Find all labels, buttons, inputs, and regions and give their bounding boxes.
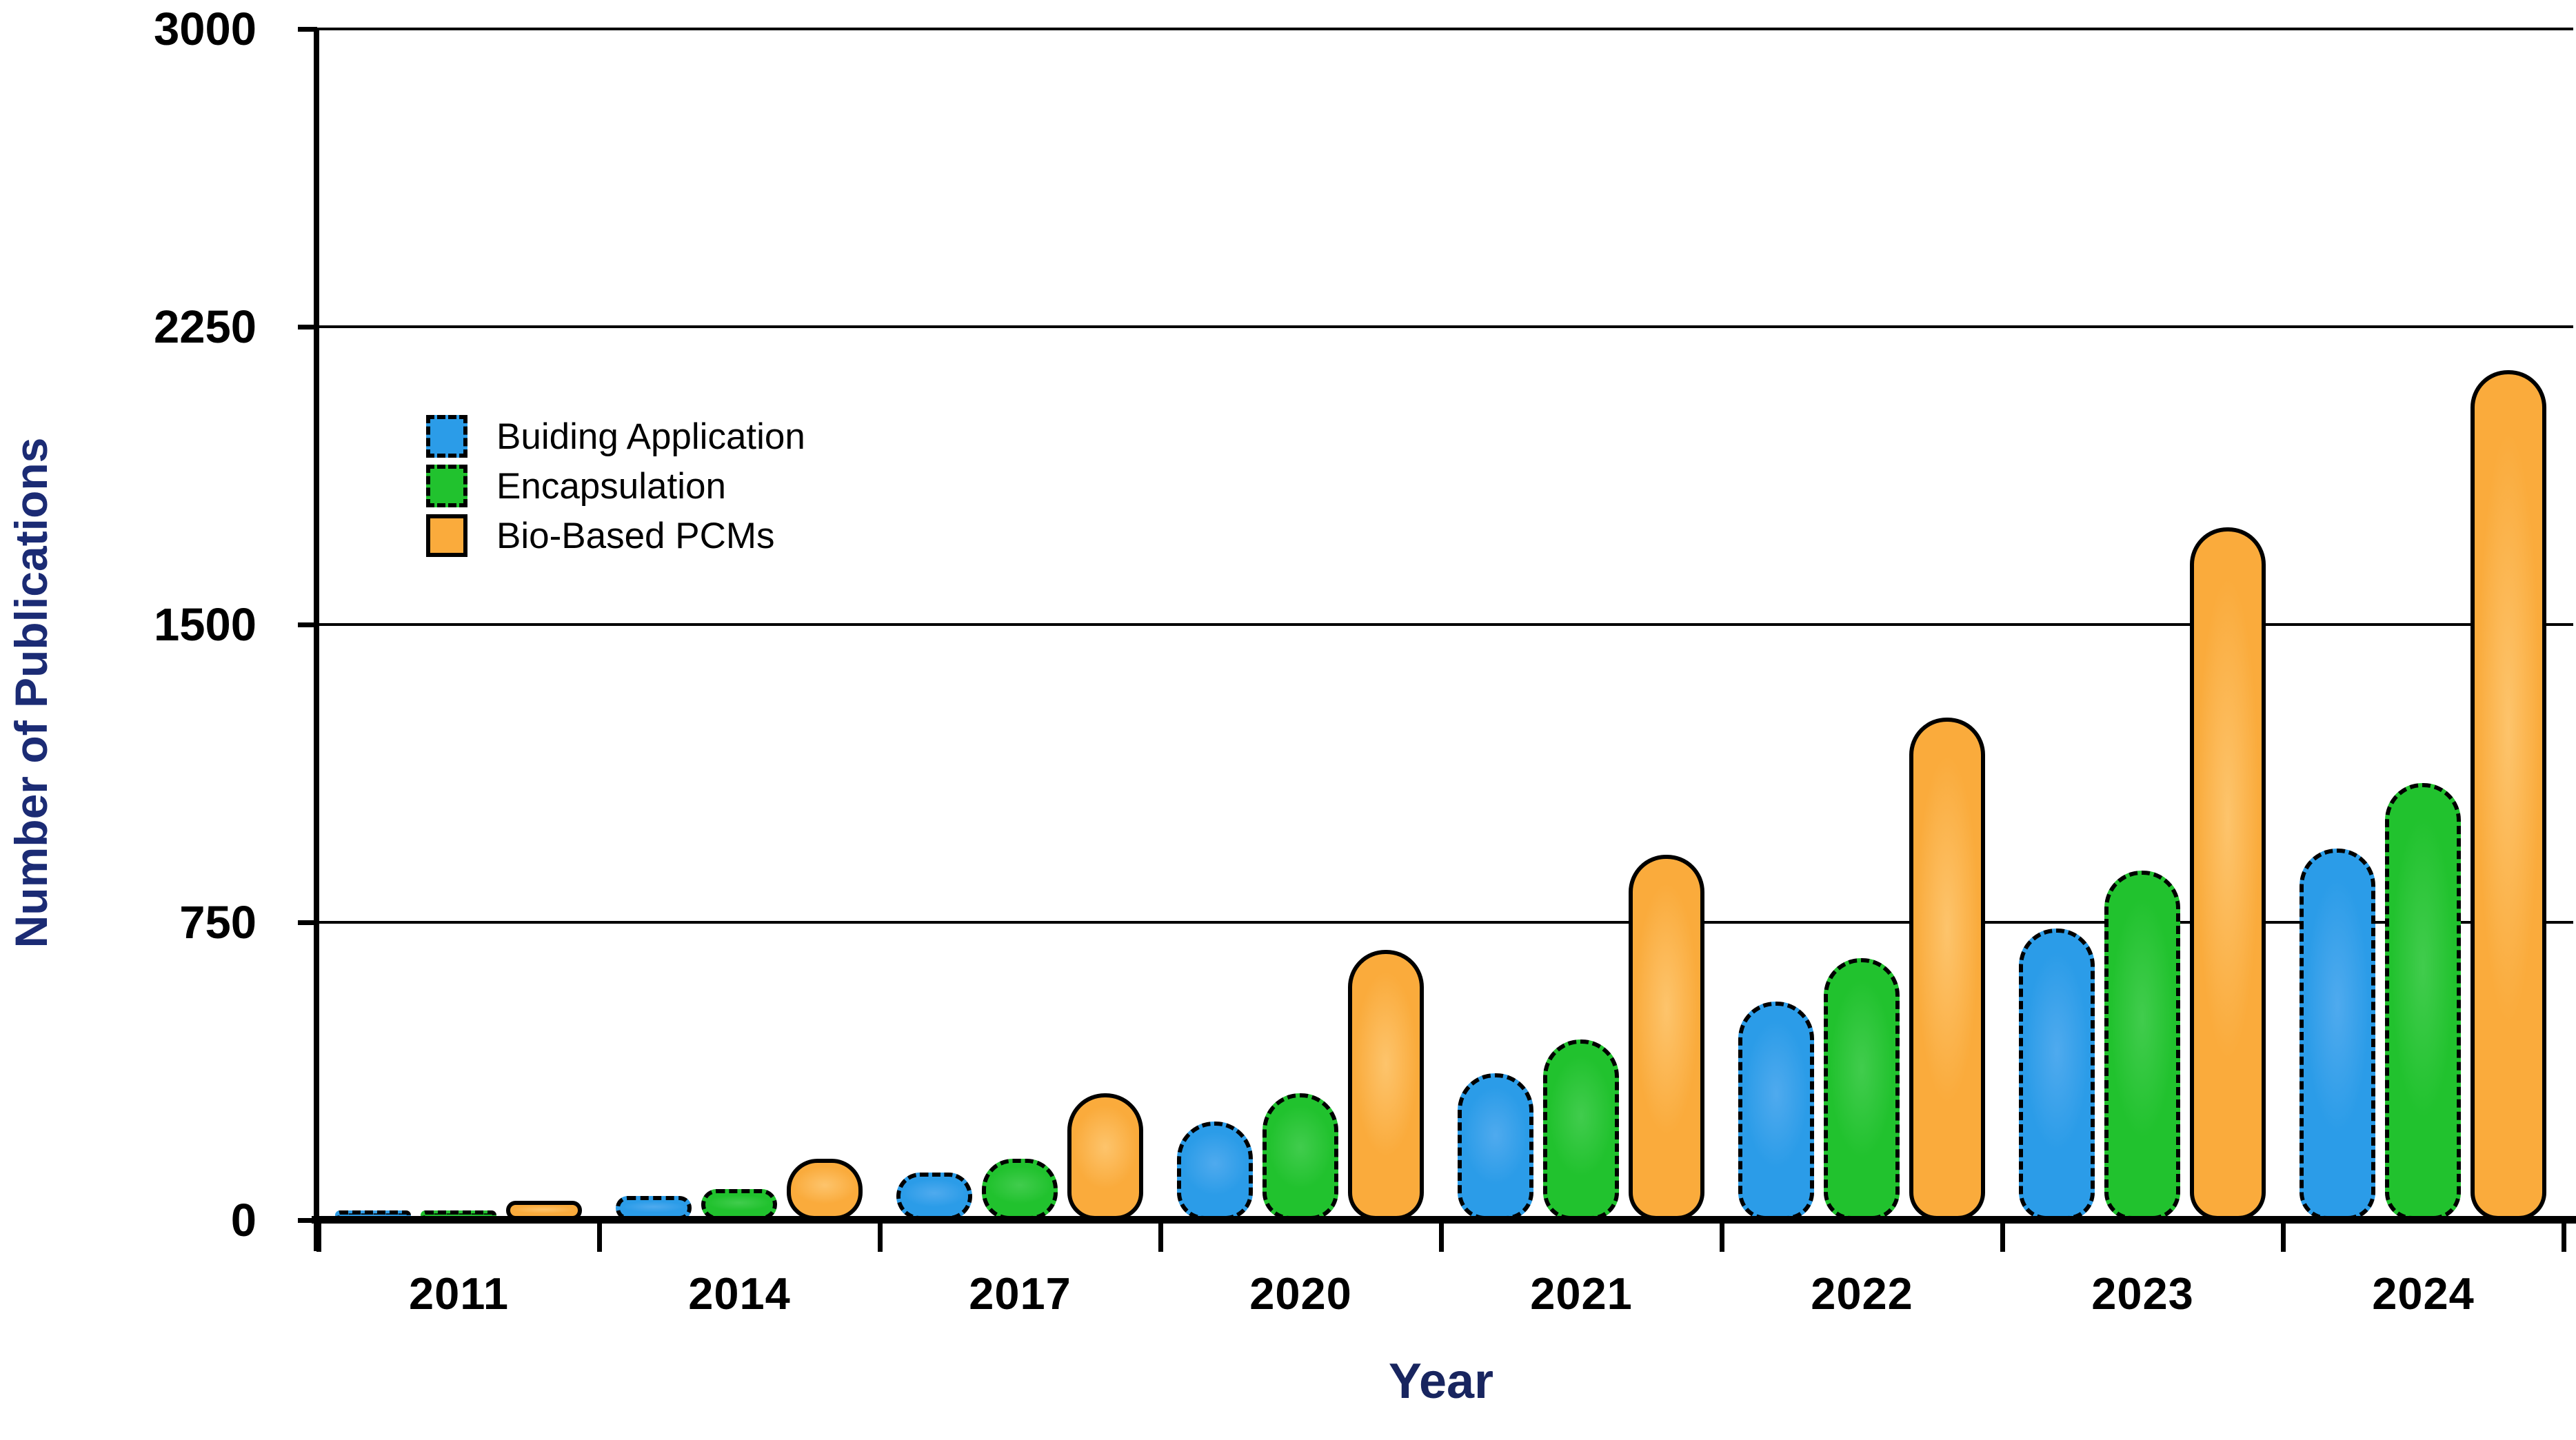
y-tick-label-0: 0 [230,1195,256,1246]
x-tick-0 [316,1220,321,1252]
bar-buiding-application-2023 [2019,928,2095,1220]
x-tick-label-2011: 2011 [408,1268,509,1319]
legend-label: Bio-Based PCMs [496,515,775,556]
bar-encapsulation-2017 [982,1158,1058,1220]
bar-buiding-application-2020 [1177,1122,1253,1220]
legend-swatch-icon [426,465,467,507]
bar-encapsulation-2021 [1543,1039,1619,1220]
bar-bio-based-pcms-2020 [1348,950,1424,1220]
gridline-3000 [316,28,2573,30]
bar-bio-based-pcms-2014 [787,1158,863,1220]
x-tick-label-2024: 2024 [2372,1268,2475,1319]
bar-buiding-application-2017 [896,1172,972,1220]
y-tick-label-1500: 1500 [153,599,256,651]
y-axis-line [314,29,319,1251]
y-tick-0 [298,1218,317,1223]
x-tick-1 [597,1220,602,1252]
x-tick-label-2021: 2021 [1530,1268,1633,1319]
x-tick-label-2022: 2022 [1811,1268,1913,1319]
gridline-1500 [316,623,2573,626]
legend-swatch-icon [426,415,467,458]
gridline-2250 [316,325,2573,328]
bar-encapsulation-2020 [1262,1093,1338,1220]
x-axis-line [312,1216,2576,1224]
bar-encapsulation-2022 [1824,957,1900,1220]
y-tick-1500 [298,622,317,627]
x-tick-8 [2562,1220,2566,1252]
y-tick-2250 [298,325,317,329]
y-axis-title: Number of Publications [6,437,57,949]
x-tick-6 [2000,1220,2005,1252]
x-tick-7 [2281,1220,2286,1252]
bar-encapsulation-2023 [2104,871,2180,1220]
bar-bio-based-pcms-2024 [2471,370,2546,1220]
y-tick-label-2250: 2250 [153,301,256,353]
x-tick-3 [1158,1220,1163,1252]
bar-bio-based-pcms-2023 [2190,527,2266,1220]
legend-swatch-icon [426,514,467,557]
bar-buiding-application-2024 [2300,849,2375,1220]
y-tick-label-3000: 3000 [153,3,256,55]
x-tick-5 [1720,1220,1724,1252]
bar-buiding-application-2022 [1738,1002,1814,1220]
x-tick-4 [1439,1220,1444,1252]
legend-label: Buiding Application [496,416,805,457]
x-tick-label-2014: 2014 [688,1268,791,1319]
bar-bio-based-pcms-2021 [1629,855,1704,1220]
bar-bio-based-pcms-2022 [1909,718,1985,1220]
bar-encapsulation-2024 [2385,783,2461,1220]
y-tick-750 [298,920,317,925]
bar-bio-based-pcms-2017 [1067,1093,1143,1220]
bar-buiding-application-2021 [1458,1073,1533,1220]
x-tick-label-2023: 2023 [2091,1268,2194,1319]
y-tick-label-750: 750 [179,897,256,949]
x-tick-label-2017: 2017 [969,1268,1071,1319]
legend-label: Encapsulation [496,465,726,507]
gridline-750 [316,921,2573,924]
y-tick-3000 [298,27,317,32]
x-tick-2 [878,1220,883,1252]
x-tick-label-2020: 2020 [1249,1268,1352,1319]
x-axis-title: Year [1388,1354,1494,1409]
